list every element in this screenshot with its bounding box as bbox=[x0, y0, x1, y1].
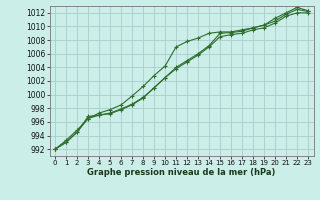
X-axis label: Graphe pression niveau de la mer (hPa): Graphe pression niveau de la mer (hPa) bbox=[87, 168, 276, 177]
